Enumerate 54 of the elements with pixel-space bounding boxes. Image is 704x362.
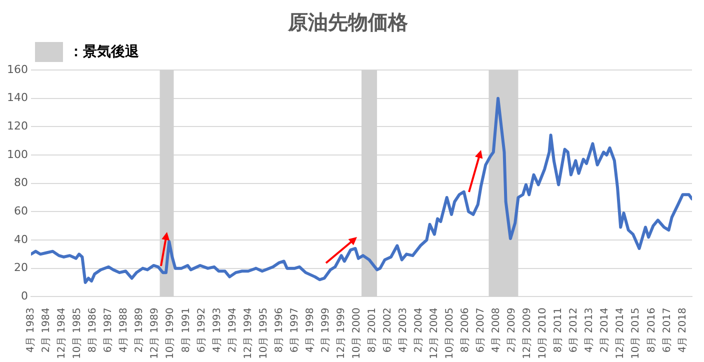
y-tick-label: 0 xyxy=(20,290,28,303)
x-tick-label: 10月 1995 xyxy=(258,308,270,360)
x-tick-label: 6月 1997 xyxy=(289,308,300,353)
x-tick-label: 2月 1989 xyxy=(134,308,146,353)
y-tick-label: 160 xyxy=(6,62,28,76)
x-tick-label: 2月 2009 xyxy=(506,308,518,353)
x-tick-label: 6月 2012 xyxy=(568,308,580,353)
y-tick-label: 40 xyxy=(14,232,28,246)
x-tick-label: 2月 2014 xyxy=(600,308,611,353)
y-tick-label: 140 xyxy=(6,91,28,104)
x-tick-label: 4月 1998 xyxy=(304,308,316,353)
x-tick-label: 12月 2014 xyxy=(615,308,626,360)
x-tick-label: 8月 2016 xyxy=(646,308,658,353)
x-tick-label: 4月 1993 xyxy=(212,308,223,353)
y-tick-label: 60 xyxy=(14,204,28,218)
y-tick-label: 20 xyxy=(14,261,28,274)
y-tick-label: 100 xyxy=(6,148,28,161)
x-tick-label: 10月 2010 xyxy=(538,308,549,360)
x-tick-label: 10月 2005 xyxy=(444,308,456,360)
x-tick-label: 8月 1996 xyxy=(274,308,285,353)
x-tick-label: 4月 1983 xyxy=(26,308,37,353)
x-tick-label: 12月 2004 xyxy=(429,308,440,360)
x-tick-label: 10月 1985 xyxy=(72,308,84,360)
x-tick-label: 2月 1999 xyxy=(320,308,332,353)
x-tick-label: 8月 2011 xyxy=(553,308,564,353)
x-tick-label: 6月 1987 xyxy=(103,308,114,353)
x-tick-label: 8月 1991 xyxy=(180,308,192,353)
x-tick-label: 10月 2000 xyxy=(351,308,362,360)
x-tick-label: 2月 1984 xyxy=(41,308,52,353)
x-tick-label: 8月 2001 xyxy=(366,308,378,353)
x-tick-label: 8月 1986 xyxy=(88,308,99,353)
x-tick-label: 10月 2015 xyxy=(630,308,642,360)
y-tick-label: 80 xyxy=(14,176,28,190)
x-tick-label: 6月 2017 xyxy=(662,308,673,353)
x-tick-label: 12月 1994 xyxy=(242,308,254,360)
legend-label: ：景気後退 xyxy=(68,43,139,61)
x-tick-label: 12月 1999 xyxy=(336,308,347,360)
x-tick-label: 12月 1989 xyxy=(150,308,161,360)
x-tick-label: 4月 2003 xyxy=(398,308,409,353)
x-tick-label: 4月 2013 xyxy=(584,308,596,353)
chart-title: 原油先物価格 xyxy=(287,10,409,34)
x-tick-label: 6月 1992 xyxy=(196,308,208,353)
x-tick-label: 8月 2006 xyxy=(460,308,472,353)
y-tick-label: 120 xyxy=(6,120,28,133)
x-tick-label: 2月 1994 xyxy=(227,308,238,353)
x-tick-label: 6月 2002 xyxy=(382,308,394,353)
x-tick-label: 10月 1990 xyxy=(165,308,176,360)
x-tick-label: 4月 2008 xyxy=(491,308,502,353)
x-tick-label: 4月 2018 xyxy=(677,308,688,353)
x-tick-label: 4月 1988 xyxy=(118,308,130,353)
x-tick-label: 2月 2004 xyxy=(414,308,425,353)
x-tick-label: 6月 2007 xyxy=(476,308,487,353)
x-tick-label: 12月 2009 xyxy=(522,308,534,360)
x-tick-label: 12月 1984 xyxy=(56,308,68,360)
